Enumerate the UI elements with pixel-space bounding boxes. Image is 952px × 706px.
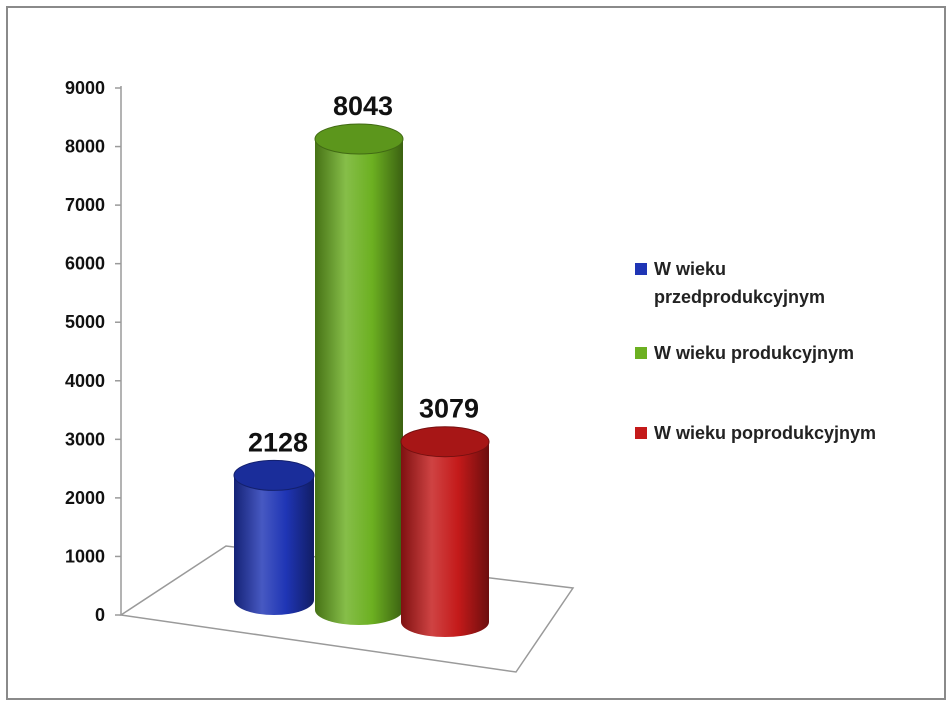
bar-top: [400, 426, 490, 458]
legend: W wieku przedprodukcyjnym W wieku produkcy…: [635, 259, 876, 443]
legend-label: W wieku poprodukcyjnym: [654, 423, 876, 443]
chart-frame: 0 1000 2000 3000 4000 5000 6000 7000 8000 9000 21…: [6, 6, 946, 700]
legend-label: W wieku produkcyjnym: [654, 343, 854, 363]
bar-body: [234, 475, 314, 615]
y-tick-label: 7000: [65, 195, 105, 215]
data-label: 2128: [248, 427, 308, 457]
y-tick-label: 4000: [65, 371, 105, 391]
y-tick-label: 9000: [65, 78, 105, 98]
bar-cylinder: [314, 123, 404, 626]
bar-cylinder: [233, 459, 315, 615]
bar-cylinder: [400, 426, 490, 637]
y-tick-label: 2000: [65, 488, 105, 508]
bar-top: [314, 123, 404, 155]
bar-body: [401, 441, 489, 637]
data-label: 3079: [419, 394, 479, 424]
legend-item: W wieku przedprodukcyjnym: [635, 259, 825, 307]
y-axis: 0 1000 2000 3000 4000 5000 6000 7000 8000 9000: [65, 78, 121, 625]
y-tick-label: 5000: [65, 312, 105, 332]
y-tick-label: 1000: [65, 546, 105, 566]
bars-group: [233, 123, 490, 637]
y-tick-label: 3000: [65, 429, 105, 449]
data-labels-group: 2128 8043 3079: [248, 91, 479, 457]
y-tick-label: 0: [95, 605, 105, 625]
y-tick-label: 8000: [65, 137, 105, 157]
chart-canvas: 0 1000 2000 3000 4000 5000 6000 7000 8000 9000 21…: [65, 78, 876, 673]
bar-top: [233, 459, 315, 491]
legend-item: W wieku poprodukcyjnym: [635, 423, 876, 443]
legend-swatch: [635, 263, 647, 275]
legend-item: W wieku produkcyjnym: [635, 343, 854, 363]
data-label: 8043: [333, 91, 393, 121]
legend-swatch: [635, 427, 647, 439]
bar-body: [315, 139, 403, 626]
legend-label: W wieku przedprodukcyjnym: [654, 259, 825, 307]
y-tick-label: 6000: [65, 254, 105, 274]
legend-swatch: [635, 347, 647, 359]
